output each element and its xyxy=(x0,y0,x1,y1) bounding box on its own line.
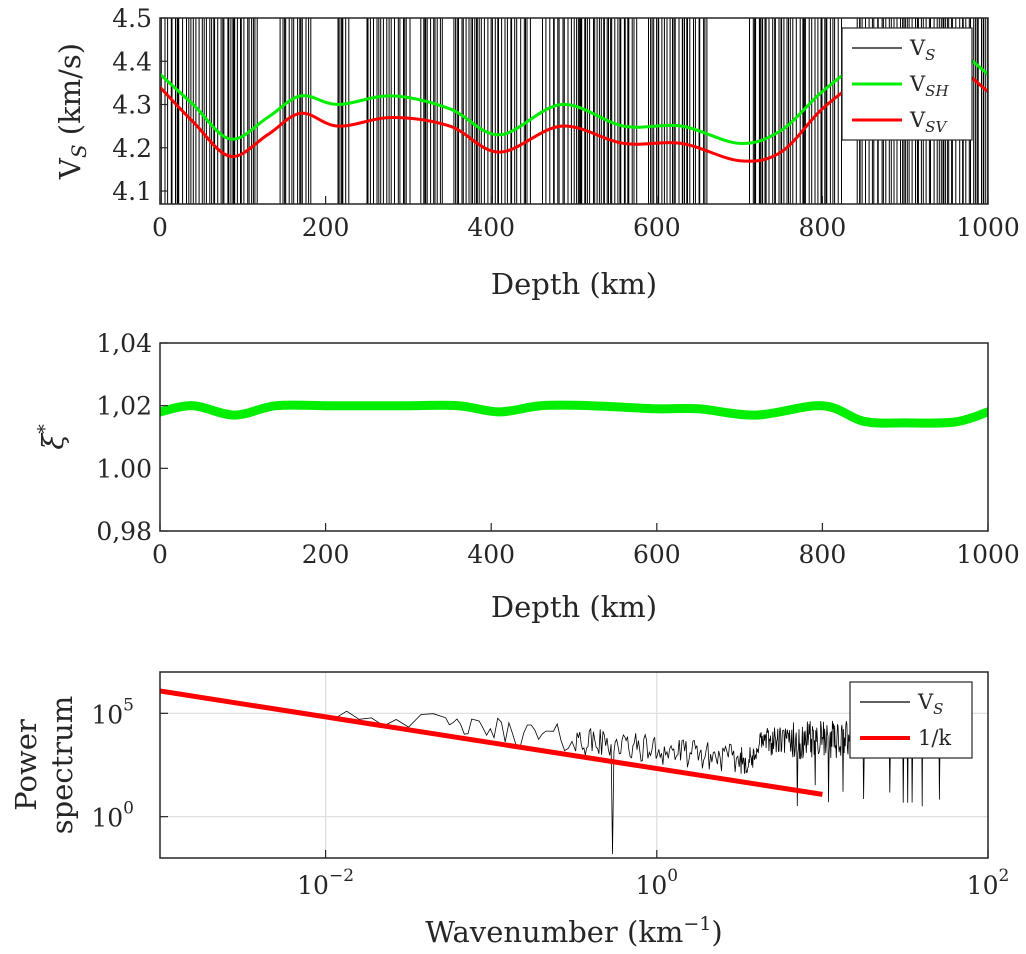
plot-area xyxy=(160,343,988,531)
series-vs-line xyxy=(160,18,988,204)
x-tick-label: 0 xyxy=(152,213,168,242)
y-tick-label: 4.3 xyxy=(112,91,152,120)
vs-square-wave xyxy=(160,18,988,204)
anisotropy-depth-panel: 0 200 400 600 800 1000 0,98 1.00 1,02 1,04 Depth… xyxy=(34,329,1020,624)
y-tick-label: 1,02 xyxy=(96,392,152,421)
legend-label-vs: VS xyxy=(917,690,943,718)
y-axis-label-line1: Power xyxy=(9,719,43,811)
x-tick-label: 800 xyxy=(799,540,847,569)
legend: VS VSH VSV xyxy=(841,27,973,141)
axes-box xyxy=(159,342,989,532)
y-tick-label: 100 xyxy=(91,799,134,833)
x-tick-label: 200 xyxy=(302,540,350,569)
x-tick-label: 800 xyxy=(799,213,847,242)
axes-box xyxy=(159,671,989,859)
x-tick-label: 102 xyxy=(967,866,1010,900)
y-tick-label: 1.00 xyxy=(96,454,152,483)
y-axis-label: ξ* xyxy=(34,424,70,450)
y-tick-label: 0,98 xyxy=(96,517,152,546)
x-tick-label: 600 xyxy=(633,540,681,569)
x-tick-label: 600 xyxy=(633,213,681,242)
y-tick-label: 4.4 xyxy=(112,47,152,76)
x-tick-label: 0 xyxy=(152,540,168,569)
x-tick-label: 100 xyxy=(635,866,678,900)
vs-depth-panel: 0 200 400 600 800 1000 4.1 4.2 4.3 4.4 4.5 Depth … xyxy=(53,4,1020,301)
legend: VS 1/k xyxy=(849,681,973,759)
x-axis-label: Wavenumber (km−1) xyxy=(425,913,723,949)
series-1k-line xyxy=(160,688,823,797)
x-tick-label: 400 xyxy=(467,540,515,569)
x-axis-label: Depth (km) xyxy=(491,590,657,624)
y-tick-label: 4.1 xyxy=(112,177,152,206)
series-xi-line xyxy=(160,400,988,428)
y-tick-label: 4.2 xyxy=(112,134,152,163)
y-tick-label: 4.5 xyxy=(112,4,152,33)
legend-label-vsv: VSV xyxy=(909,108,948,136)
axes-box xyxy=(159,17,989,205)
x-tick-label: 1000 xyxy=(956,213,1020,242)
legend-label-1k: 1/k xyxy=(918,726,951,750)
power-spectrum-panel: 10−2 100 102 100 105 Wavenumber (km−1) Powe… xyxy=(9,671,1010,949)
legend-label-vsh: VSH xyxy=(909,72,949,100)
y-axis-label: VS (km/s) xyxy=(53,43,91,180)
x-tick-label: 10−2 xyxy=(297,866,354,900)
y-tick-label: 1,04 xyxy=(96,329,152,358)
y-axis-label-line2: spectrum xyxy=(45,696,79,835)
x-tick-label: 1000 xyxy=(956,540,1020,569)
y-tick-label: 105 xyxy=(91,695,134,729)
x-axis-label: Depth (km) xyxy=(491,267,657,301)
x-tick-label: 200 xyxy=(302,213,350,242)
x-tick-label: 400 xyxy=(467,213,515,242)
legend-box xyxy=(849,681,973,759)
legend-label-vs: VS xyxy=(909,36,935,64)
